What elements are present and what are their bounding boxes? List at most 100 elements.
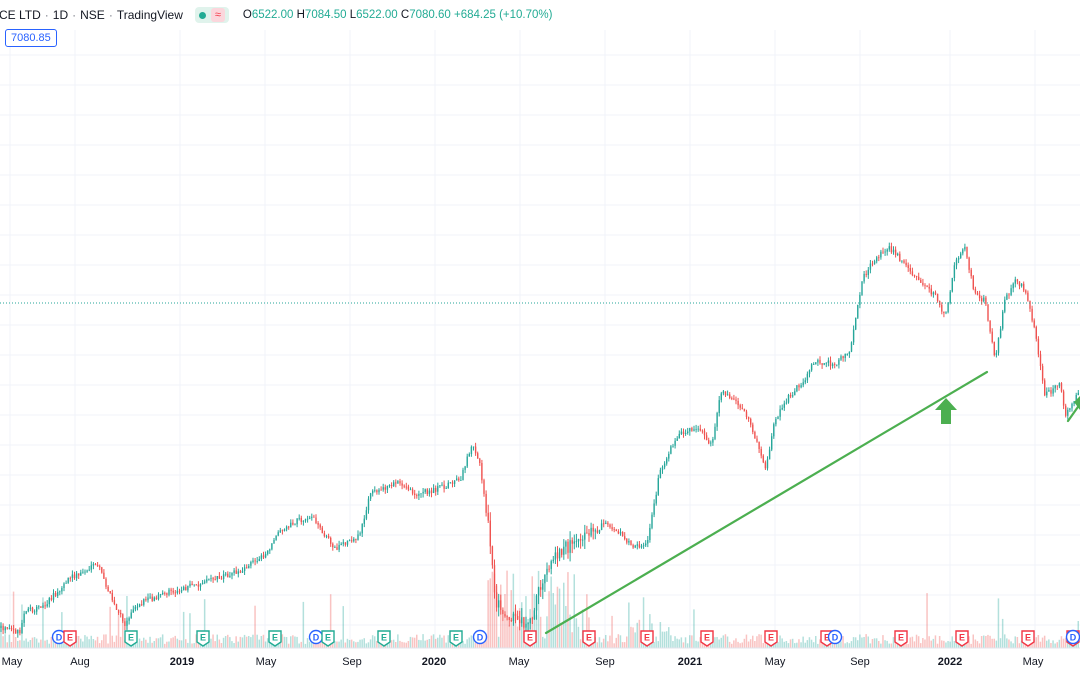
- volume-bar: [147, 642, 149, 648]
- candle-body: [995, 352, 998, 356]
- wave-icon[interactable]: ≈: [210, 8, 225, 22]
- volume-bar: [605, 635, 607, 648]
- candle-body: [367, 498, 370, 511]
- volume-bar: [865, 634, 867, 648]
- candle-body: [231, 572, 233, 576]
- candle-body: [187, 586, 189, 591]
- candle-body: [934, 292, 937, 294]
- market-status-pill[interactable]: ≈: [194, 7, 229, 23]
- candle-body: [840, 356, 842, 360]
- candle-body: [531, 618, 533, 620]
- earnings-event-icon[interactable]: [1021, 630, 1035, 647]
- dividend-event-icon[interactable]: [827, 629, 843, 645]
- symbol-name[interactable]: CE LTD: [0, 8, 41, 22]
- earnings-event-icon[interactable]: [196, 630, 210, 647]
- volume-bar: [926, 593, 928, 648]
- candle-body: [210, 578, 212, 579]
- volume-bar: [857, 640, 859, 648]
- volume-bar: [938, 636, 941, 648]
- volume-bar: [195, 634, 197, 648]
- volume-bar: [502, 621, 504, 648]
- trendline[interactable]: [544, 370, 989, 635]
- candle-body: [340, 543, 342, 545]
- symbol-legend: CE LTD · 1D · NSE · TradingView ≈ O6522.…: [0, 6, 552, 24]
- volume-bar: [420, 640, 422, 648]
- dividend-event-icon[interactable]: [472, 629, 488, 645]
- earnings-event-icon[interactable]: [63, 630, 77, 647]
- candle-body: [842, 356, 844, 359]
- volume-bar: [661, 631, 664, 648]
- candle-body: [292, 522, 294, 525]
- candle-body: [794, 391, 796, 396]
- volume-bar: [819, 639, 821, 648]
- candle-body: [642, 545, 645, 547]
- candle-body: [802, 382, 804, 386]
- earnings-event-icon[interactable]: [523, 630, 537, 647]
- volume-bar: [945, 642, 947, 648]
- volume-bar: [397, 634, 399, 648]
- up-arrow-icon[interactable]: [935, 398, 957, 424]
- interval-label[interactable]: 1D: [52, 8, 69, 22]
- candle-body: [271, 543, 273, 550]
- candle-body: [256, 561, 258, 562]
- earnings-event-icon[interactable]: [640, 630, 654, 647]
- volume-bar: [947, 641, 949, 648]
- price-badge[interactable]: 7080.85: [5, 29, 57, 47]
- candle-body: [10, 628, 13, 630]
- candle-body: [264, 553, 267, 558]
- candle-body: [323, 533, 326, 537]
- candle-body: [424, 489, 426, 492]
- candle-body: [432, 488, 435, 493]
- earnings-event-icon[interactable]: [700, 630, 714, 647]
- volume-bar: [1050, 643, 1052, 648]
- candle-body: [1069, 408, 1071, 410]
- candle-body: [882, 251, 884, 253]
- candle-body: [27, 608, 29, 612]
- earnings-event-icon[interactable]: [582, 630, 596, 647]
- volume-bar: [80, 638, 82, 648]
- candle-body: [588, 533, 590, 536]
- earnings-event-icon[interactable]: [955, 630, 969, 647]
- volume-bar: [197, 639, 200, 648]
- candle-body: [94, 564, 97, 566]
- candle-body: [626, 539, 628, 543]
- earnings-event-icon[interactable]: [124, 630, 138, 647]
- candle-body: [19, 630, 21, 634]
- volume-bar: [271, 643, 273, 648]
- up-arrow-icon[interactable]: [1074, 396, 1080, 410]
- volume-bar: [399, 640, 401, 648]
- earnings-event-icon[interactable]: [764, 630, 778, 647]
- earnings-event-icon[interactable]: [449, 630, 463, 647]
- volume-bar: [1004, 634, 1006, 648]
- candle-body: [124, 621, 126, 626]
- volume-bar: [720, 637, 722, 648]
- earnings-event-icon[interactable]: [377, 630, 391, 647]
- volume-bar: [563, 582, 565, 648]
- earnings-event-icon[interactable]: [268, 630, 282, 647]
- volume-bar: [953, 641, 956, 648]
- volume-bar: [586, 594, 588, 648]
- candle-body: [693, 429, 695, 431]
- earnings-event-icon[interactable]: [321, 630, 335, 647]
- candle-body: [120, 612, 122, 615]
- candle-body: [657, 478, 659, 495]
- candle-body: [1062, 391, 1065, 406]
- candle-body: [813, 364, 815, 365]
- volume-bar: [539, 616, 542, 648]
- volume-bar: [63, 643, 65, 648]
- volume-bar: [279, 640, 281, 648]
- candle-body: [71, 574, 74, 578]
- candle-body: [426, 489, 428, 494]
- volume-bar: [388, 641, 391, 648]
- earnings-event-label: E: [128, 633, 134, 643]
- candle-body: [756, 438, 758, 442]
- candle-body: [44, 605, 46, 607]
- earnings-event-icon[interactable]: [894, 630, 908, 647]
- volume-bar: [628, 602, 630, 648]
- candle-body: [348, 540, 351, 542]
- volume-bar: [684, 637, 687, 648]
- candle-body: [876, 257, 878, 262]
- volume-bar: [506, 570, 508, 648]
